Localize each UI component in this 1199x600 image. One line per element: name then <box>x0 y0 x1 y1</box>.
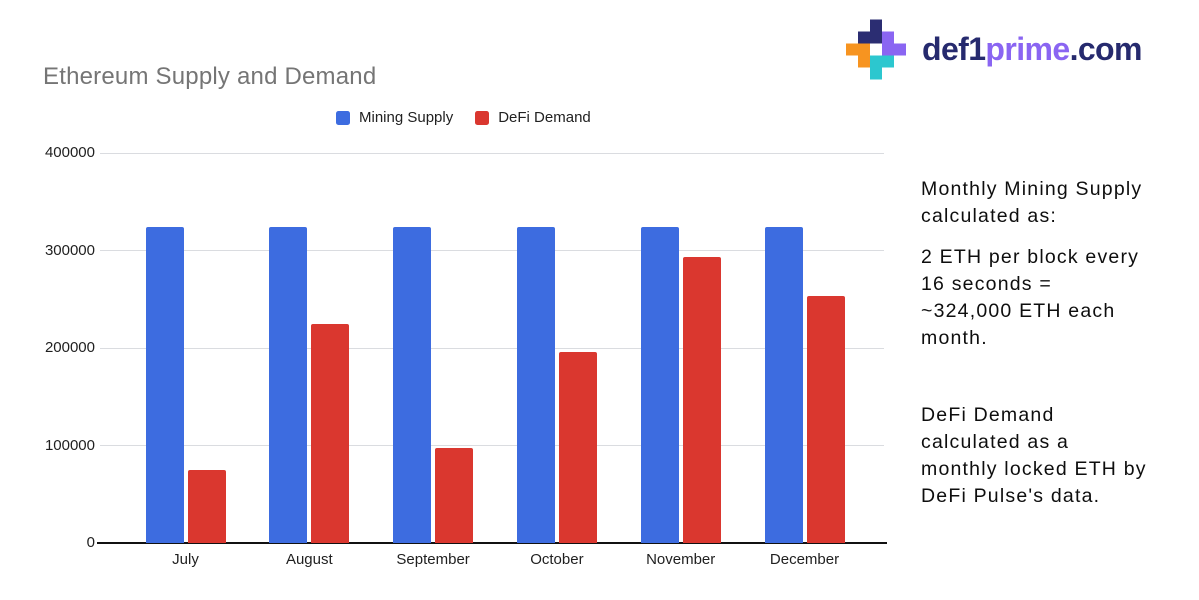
note-line: ~324,000 ETH each <box>921 300 1116 322</box>
defi-demand-swatch-icon <box>475 110 490 125</box>
legend-label-defi-demand: DeFi Demand <box>498 109 591 126</box>
note-line: calculated as a <box>921 431 1070 453</box>
bar-mining-supply-december <box>764 227 803 543</box>
bar-mining-supply-september <box>393 227 432 543</box>
x-axis-label-november: November <box>646 551 716 568</box>
defiprime-logo: def1 prime .com <box>846 19 1142 80</box>
legend-label-mining-supply: Mining Supply <box>359 109 454 126</box>
mining-supply-swatch-icon <box>336 110 350 125</box>
bar-defi-demand-october <box>558 351 597 543</box>
bar-defi-demand-july <box>187 469 226 543</box>
logo-text-defi: def1 <box>922 31 986 67</box>
gridline-300000 <box>100 250 884 251</box>
y-axis-label-400000: 400000 <box>44 144 95 161</box>
bar-mining-supply-july <box>145 227 184 543</box>
note-line: DeFi Pulse's data. <box>921 485 1101 507</box>
logo-text-prime: prime <box>985 31 1070 67</box>
bar-defi-demand-december <box>806 296 845 543</box>
logo-text-dotcom: .com <box>1069 31 1143 67</box>
gridline-200000 <box>100 347 884 349</box>
note-line: monthly locked ETH by <box>921 458 1147 480</box>
legend-item-defi-demand: DeFi Demand <box>475 109 591 126</box>
x-axis-line <box>97 542 887 544</box>
note-line: Monthly Mining Supply <box>921 178 1143 200</box>
bar-mining-supply-october <box>516 227 555 543</box>
y-axis-label-200000: 200000 <box>44 339 95 356</box>
chart-legend: Mining Supply DeFi Demand <box>336 109 591 126</box>
note-line: month. <box>921 327 988 349</box>
legend-item-mining-supply: Mining Supply <box>336 109 453 126</box>
note-line: 2 ETH per block every <box>921 246 1140 268</box>
note-line: 16 seconds = <box>921 273 1052 295</box>
chart-title: Ethereum Supply and Demand <box>43 63 377 90</box>
x-axis-label-october: October <box>530 551 584 568</box>
note-line: calculated as: <box>921 205 1058 227</box>
note-mining-supply-heading: Monthly Mining Supply calculated as: <box>921 176 1142 230</box>
defiprime-logo-text: def1 prime .com <box>922 31 1142 68</box>
bar-mining-supply-november <box>640 227 679 543</box>
note-line: DeFi Demand <box>921 404 1055 426</box>
note-defi-demand: DeFi Demand calculated as a monthly lock… <box>921 402 1147 510</box>
y-axis-label-100000: 100000 <box>44 436 95 454</box>
note-mining-supply-formula: 2 ETH per block every 16 seconds = ~324,… <box>921 244 1139 352</box>
bar-defi-demand-september <box>435 448 474 543</box>
bar-defi-demand-november <box>682 257 721 543</box>
x-axis-label-september: September <box>396 551 470 568</box>
bar-mining-supply-august <box>269 227 308 543</box>
gridline-400000 <box>100 152 884 154</box>
y-axis-label-300000: 300000 <box>44 241 95 259</box>
x-axis-label-december: December <box>769 551 840 568</box>
x-axis-label-july: July <box>172 551 199 568</box>
gridline-100000 <box>100 445 884 446</box>
x-axis-label-august: August <box>285 551 333 568</box>
y-axis-label-0: 0 <box>86 534 95 551</box>
bar-defi-demand-august <box>311 323 350 543</box>
defiprime-logo-mark-icon <box>846 19 906 80</box>
